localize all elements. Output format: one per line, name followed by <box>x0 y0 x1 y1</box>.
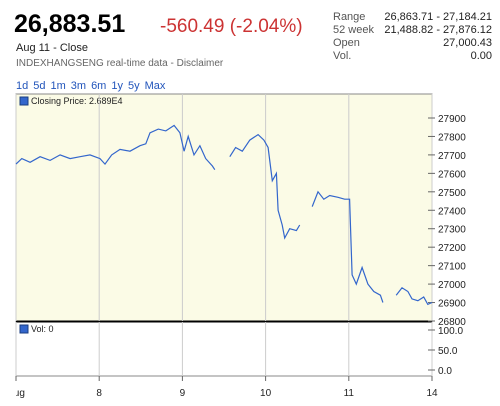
y-tick-label: 100.0 <box>438 326 463 337</box>
range-link[interactable]: 5d <box>33 80 45 92</box>
volume-panel <box>15 321 433 377</box>
x-tick-label: Aug <box>7 388 25 399</box>
y-tick-label: 27200 <box>438 243 466 254</box>
x-tick-label: 11 <box>344 388 355 399</box>
range-link[interactable]: 6m <box>91 80 106 92</box>
volume-legend: Vol: 0 <box>31 324 54 334</box>
y-tick-label: 27500 <box>438 188 466 199</box>
y-tick-label: 27600 <box>438 169 466 180</box>
stat-label: Range <box>333 11 365 23</box>
price-panel <box>15 93 433 322</box>
y-tick-label: 27000 <box>438 280 466 291</box>
y-tick-label: 27700 <box>438 151 466 162</box>
y-tick-label: 50.0 <box>438 346 458 357</box>
price: 26,883.51 <box>14 10 125 38</box>
range-link[interactable]: Max <box>145 80 166 92</box>
y-tick-label: 27100 <box>438 262 466 273</box>
stat-value: 0.00 <box>471 50 492 62</box>
y-tick-label: 26900 <box>438 299 466 310</box>
range-link[interactable]: 3m <box>71 80 86 92</box>
y-tick-label: 27400 <box>438 206 466 217</box>
y-tick-label: 27300 <box>438 225 466 236</box>
y-tick-label: 0.0 <box>438 366 452 377</box>
volume-legend-swatch <box>19 324 29 334</box>
legend: Closing Price: 2.689E4 <box>31 96 123 106</box>
stat-value: 21,488.82 - 27,876.12 <box>384 24 492 36</box>
stat-label: Open <box>333 37 360 49</box>
range-link[interactable]: 1y <box>111 80 123 92</box>
stat-label: Vol. <box>333 50 351 62</box>
stat-label: 52 week <box>333 24 374 36</box>
date: Aug 11 - Close <box>16 42 88 54</box>
x-tick-label: 14 <box>426 388 438 399</box>
range-link[interactable]: 5y <box>128 80 140 92</box>
range-link[interactable]: 1d <box>16 80 28 92</box>
stat-value: 26,863.71 - 27,184.21 <box>384 11 492 23</box>
change: -560.49 (-2.04%) <box>160 16 303 37</box>
stat-value: 27,000.43 <box>443 37 492 49</box>
x-tick-label: 10 <box>260 388 272 399</box>
y-tick-label: 27900 <box>438 114 466 125</box>
range-link[interactable]: 1m <box>51 80 66 92</box>
y-tick-label: 27800 <box>438 132 466 143</box>
legend-swatch <box>19 96 29 106</box>
source: INDEXHANGSENG real-time data - Disclaime… <box>16 58 224 69</box>
y-tick-label: 26800 <box>438 317 466 328</box>
x-tick-label: 9 <box>180 388 186 399</box>
price-line <box>15 124 433 306</box>
x-tick-label: 8 <box>96 388 102 399</box>
